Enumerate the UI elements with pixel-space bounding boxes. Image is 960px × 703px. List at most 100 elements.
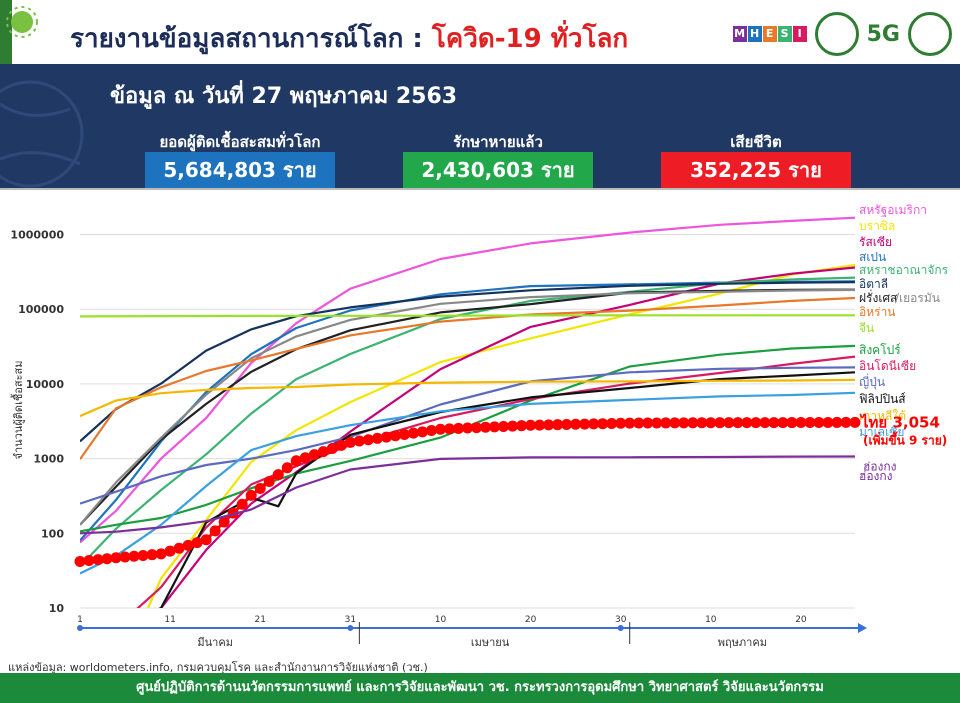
thai-data-point [146,549,158,561]
thai-data-point [804,417,816,429]
thai-data-point [182,539,194,551]
mhesi-letter: S [777,26,792,42]
x-tick-label: 20 [795,615,807,625]
series-line [80,344,856,533]
legend-label: ฝรั่งเศส [859,289,898,305]
y-tick-label: 100000 [18,303,64,316]
nrct-logo-icon [814,12,859,56]
x-month-label: มีนาคม [197,636,233,649]
thai-data-point [191,537,203,549]
thai-data-point [462,422,473,434]
thai-data-point [362,434,374,446]
line-chart: 10 100 1000 10000 100000 1000000 จำนวนผู้ติดเช… [10,203,949,649]
thai-data-point [416,426,428,438]
thai-data-point [777,417,789,429]
mhesi-letter: E [762,26,777,42]
thai-data-point [795,417,807,429]
thai-data-point [407,427,419,439]
thai-data-point [489,421,501,433]
mhesi-letter: H [747,26,762,42]
x-axis-arrow-icon [858,623,867,633]
stat-value: 2,430,603 ราย [403,152,593,188]
x-tick-label: 10 [435,615,447,625]
thai-data-point [534,419,546,431]
thai-data-point [164,545,176,557]
thai-data-point [398,428,410,440]
legend-label: อิหร่าน [859,305,896,319]
legend-label: สหราชอาณาจักร [859,263,949,277]
thai-data-point [615,417,627,429]
dmsc-logo-icon [908,12,952,56]
stat-value: 5,684,803 ราย [145,152,335,188]
thai-data-point [110,552,122,564]
report-date: ข้อมูล ณ วันที่ 27 พฤษภาคม 2563 [110,84,458,109]
legend-label: ฟิลิปปินส์ [859,392,906,406]
thai-data-point [353,435,365,447]
thai-data-point [434,423,446,435]
x-tick-dot [617,625,624,631]
legend-label: สเปน [859,250,886,264]
thai-data-point [245,489,257,501]
legend-label: สหรัฐอเมริกา [859,203,927,217]
thai-data-point [831,416,843,428]
thai-data-point [822,416,834,428]
legend-label: รัสเซีย [859,235,892,249]
thai-data-point [507,420,519,432]
page-title: รายงานข้อมูลสถานการณ์โลก : โควิด-19 ทั่ว… [70,24,629,54]
thai-data-point [840,416,852,428]
thai-data-point [209,525,221,537]
thai-data-point [633,417,645,429]
legend-label: มาเลเซีย [859,425,904,439]
x-tick-label: 11 [164,615,175,625]
source-note: แหล่งข้อมูล: worldometers.info, กรมควบคุ… [8,661,428,674]
header-accent-bar [0,0,12,64]
stat-value: 352,225 ราย [661,152,851,188]
thai-data-point [281,462,293,474]
thai-data-point [552,419,564,431]
legend-label: บราซิล [859,219,895,233]
thai-data-point [714,417,726,429]
thai-data-point [723,417,735,429]
header: รายงานข้อมูลสถานการณ์โลก : โควิด-19 ทั่ว… [0,0,960,64]
thai-data-point [678,417,690,429]
thai-data-point [651,417,663,429]
legend-label: ฮ่องกง [859,469,893,483]
mhesi-letter: M [732,26,747,42]
thai-data-point [263,476,275,488]
thai-data-point [236,498,248,510]
thai-data-point [543,419,555,431]
thai-data-point [119,551,131,563]
thai-data-point [642,417,654,429]
series-line [80,391,856,575]
thai-data-point [425,425,437,437]
thai-data-point [218,516,230,528]
series-line [158,371,856,608]
series-line [80,455,856,535]
mhesi-letter: I [792,26,807,42]
thai-data-point [561,418,573,430]
thai-data-point [200,534,212,546]
x-tick-dot [347,625,354,631]
thai-data-point [516,420,528,432]
thai-data-point [624,417,636,429]
summary-banner: ข้อมูล ณ วันที่ 27 พฤษภาคม 2563 ยอดผู้ติ… [0,64,960,188]
thai-data-point [606,417,618,429]
thai-data-point [786,417,798,429]
x-tick-label: 20 [525,615,537,625]
thai-data-point [389,430,401,442]
x-tick-label: 10 [705,615,717,625]
legend-label: สิงคโปร์ [859,343,901,357]
stat-label: เสียชีวิต [730,133,782,151]
thai-data-point [254,482,266,494]
thai-data-point [696,417,708,429]
x-tick-dot [77,625,83,631]
thai-data-point [452,422,464,434]
legend-label: ฮ่องกง [863,460,897,474]
legend-label: จีน [859,321,874,335]
x-month-label: เมษายน [471,636,510,649]
series-line [80,216,856,544]
y-tick-label: 10 [49,602,65,615]
thai-data-point [525,419,537,431]
thai-data-point [588,418,600,430]
